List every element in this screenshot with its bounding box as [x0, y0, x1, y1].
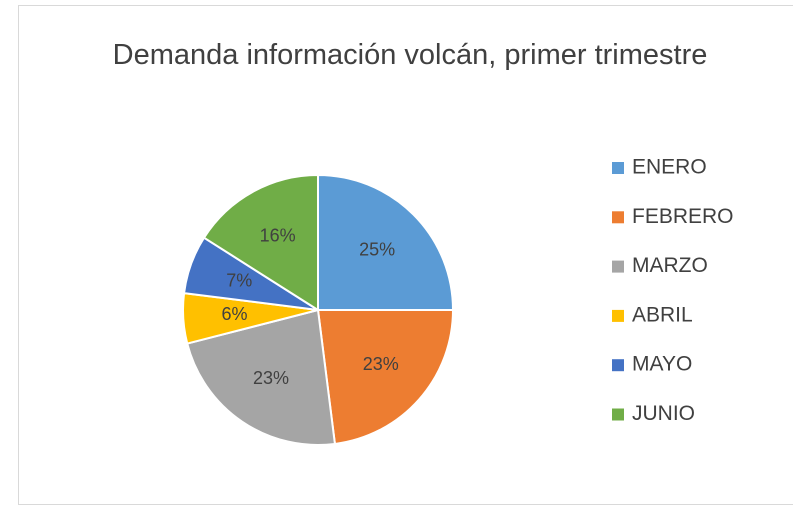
legend-swatch: [612, 408, 624, 421]
legend-swatch: [612, 359, 624, 372]
pie-slice: [317, 173, 455, 311]
legend-label: MAYO: [632, 353, 692, 376]
data-label: 23%: [363, 354, 399, 374]
pie-slice: [202, 173, 319, 312]
data-label: 7%: [226, 270, 252, 290]
legend-label: ENERO: [632, 156, 707, 179]
data-label: 16%: [260, 225, 296, 245]
chart-title: Demanda información volcán, primer trime…: [112, 39, 708, 71]
legend-swatch: [612, 309, 624, 322]
legend-label: FEBRERO: [632, 205, 734, 228]
data-label: 6%: [221, 304, 247, 324]
legend-label: JUNIO: [632, 402, 695, 425]
data-label: 25%: [359, 240, 395, 260]
legend-swatch: [612, 260, 624, 273]
legend-swatch: [612, 211, 624, 224]
pie-slice: [316, 309, 455, 446]
legend-label: MARZO: [632, 254, 708, 277]
data-label: 23%: [253, 368, 289, 388]
legend-label: ABRIL: [632, 303, 693, 326]
legend-swatch: [612, 162, 624, 174]
pie-slice: [186, 308, 337, 446]
